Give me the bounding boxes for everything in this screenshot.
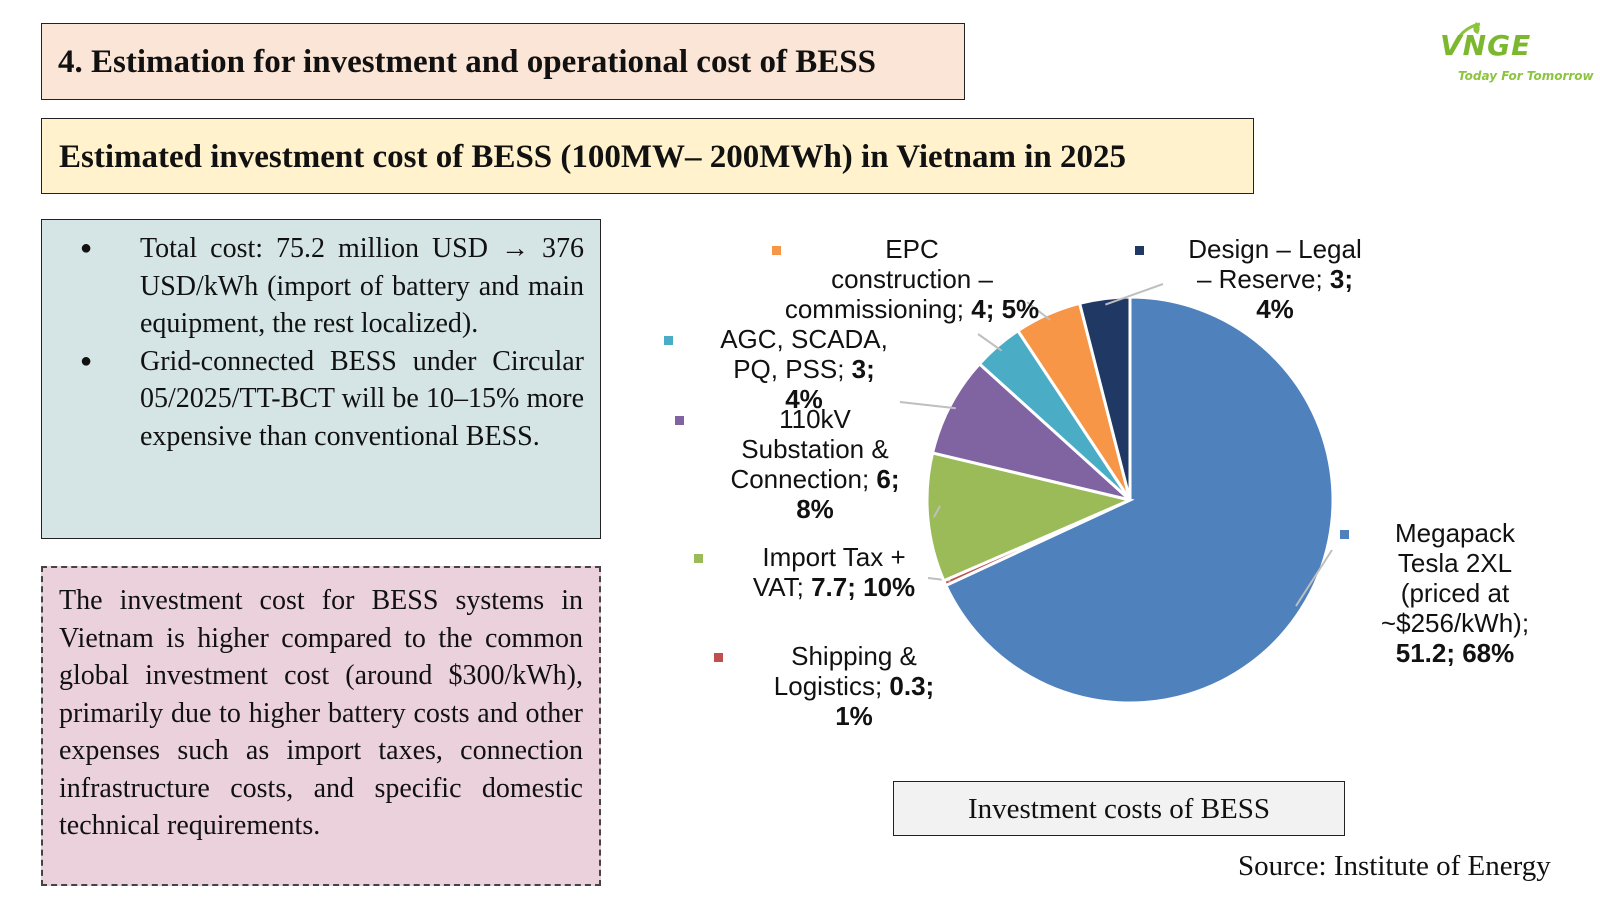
leader-line [1105, 283, 1164, 306]
bullet-total-cost: Total cost: 75.2 million USD → 376 USD/k… [42, 230, 584, 343]
slice-label: AGC, SCADA, PQ, PSS; 3; 4% [720, 324, 888, 414]
leader-line [977, 333, 1003, 352]
leader-line [1295, 549, 1333, 607]
slice-label: Design – Legal – Reserve; 3; 4% [1188, 234, 1361, 324]
slice-label: Import Tax + VAT; 7.7; 10% [753, 542, 915, 602]
source-note: Source: Institute of Energy [1238, 850, 1551, 882]
slice-label: 110kV Substation & Connection; 6; 8% [730, 404, 899, 524]
legend-marker [772, 246, 781, 255]
pie-slice [925, 451, 1135, 583]
legend-marker [694, 554, 703, 563]
slide-title: 4. Estimation for investment and operati… [41, 23, 965, 100]
vnge-logo-icon [1450, 22, 1481, 51]
legend-marker [1135, 246, 1144, 255]
leader-line [899, 401, 956, 410]
legend-marker [664, 336, 673, 345]
slice-label: Megapack Tesla 2XL (priced at ~$256/kWh); 51… [1381, 518, 1529, 668]
chart-section-title: Estimated investment cost of BESS (100MW… [41, 118, 1254, 194]
pie-slice [1077, 295, 1132, 501]
legend-marker [714, 653, 723, 662]
legend-marker [675, 416, 684, 425]
legend-marker [1340, 530, 1349, 539]
pie-slice [943, 295, 1335, 705]
logo-text: VNGE [1440, 29, 1532, 62]
chart-caption: Investment costs of BESS [893, 781, 1345, 836]
pie-chart: Megapack Tesla 2XL (priced at ~$256/kWh); 51… [664, 234, 1529, 731]
leader-line [1026, 301, 1051, 321]
key-facts-panel: Total cost: 75.2 million USD → 376 USD/k… [41, 219, 601, 539]
pie-slice [930, 361, 1132, 502]
leader-line [932, 505, 941, 518]
logo-tagline: Today For Tomorrow [1458, 69, 1594, 83]
slice-label: Shipping & Logistics; 0.3; 1% [774, 641, 934, 731]
slice-label: EPC construction – commissioning; 4; 5% [785, 234, 1039, 324]
bullet-grid-connected: Grid-connected BESS under Circular 05/20… [42, 343, 584, 456]
note-panel: The investment cost for BESS systems in … [41, 566, 601, 886]
